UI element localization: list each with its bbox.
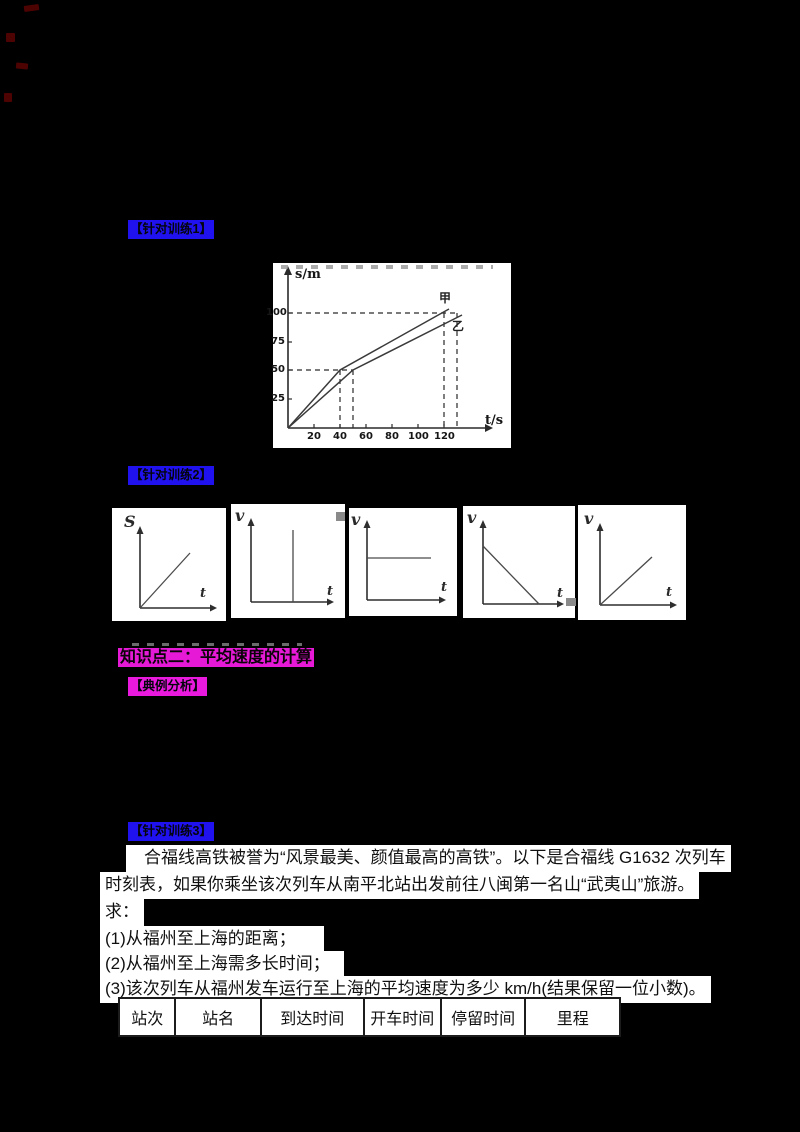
- problem-text-line1: 合福线高铁被誉为“风景最美、颜值最高的高铁”。以下是合福线 G1632 次列车: [126, 845, 731, 872]
- x-tick: 60: [359, 431, 373, 442]
- scan-artifact: [566, 598, 576, 606]
- timetable: 站次 站名 到达时间 开车时间 停留时间 里程: [117, 997, 621, 1037]
- col-header-station-name: 站名: [174, 997, 262, 1037]
- mini-y-label: v: [467, 508, 477, 527]
- scan-mark: [15, 62, 29, 70]
- curve-label-jia: 甲: [439, 291, 452, 305]
- col-header-departure-time: 开车时间: [362, 997, 442, 1037]
- mini-x-label: t: [327, 584, 334, 599]
- option-graph-3: v t: [349, 508, 457, 616]
- mini-y-label: v: [235, 506, 245, 525]
- x-tick: 80: [385, 431, 399, 442]
- col-header-mileage: 里程: [524, 997, 621, 1037]
- problem-text-line3: 求：: [100, 899, 144, 926]
- mini-x-label: t: [441, 580, 448, 595]
- cutoff-text-remnant: [132, 643, 302, 646]
- problem-question-2: (2)从福州至上海需多长时间；: [100, 951, 344, 978]
- scan-artifact: [336, 512, 345, 521]
- knowledge-point-heading: 知识点二：平均速度的计算: [118, 648, 315, 667]
- scan-mark: [4, 93, 12, 102]
- x-tick: 100: [408, 431, 429, 442]
- mini-x-label: t: [200, 586, 207, 601]
- option-graph-1: S t: [112, 508, 226, 621]
- mini-y-label: v: [351, 510, 361, 529]
- scan-mark: [6, 33, 15, 42]
- option-graph-2: v t: [231, 504, 345, 618]
- distance-time-chart: s/m t/s 20 40 60 80 100 120 25 50 75 100…: [266, 263, 511, 448]
- y-tick: 25: [271, 393, 285, 404]
- distance-time-chart-plot: [284, 266, 493, 432]
- section-tag-training1: 【针对训练1】: [128, 220, 214, 239]
- timetable-header-row: 站次 站名 到达时间 开车时间 停留时间 里程: [117, 997, 621, 1037]
- option-graph-5: v t: [578, 505, 686, 620]
- col-header-arrival-time: 到达时间: [259, 997, 365, 1037]
- y-tick: 75: [271, 336, 285, 347]
- option-graph-4: v t: [463, 506, 575, 618]
- mini-y-label: v: [584, 509, 594, 528]
- col-header-stop-time: 停留时间: [439, 997, 527, 1037]
- cutoff-text-remnant: [281, 265, 493, 269]
- y-axis-label: s/m: [295, 267, 321, 282]
- section-tag-training3: 【针对训练3】: [128, 822, 214, 841]
- mini-x-label: t: [666, 585, 673, 600]
- section-tag-example: 【典例分析】: [128, 677, 208, 696]
- x-axis-label: t/s: [485, 413, 504, 428]
- mini-x-label: t: [557, 586, 564, 601]
- problem-text-line2: 时刻表，如果你乘坐该次列车从南平北站出发前往八闽第一名山“武夷山”旅游。: [100, 872, 700, 899]
- y-tick: 50: [271, 364, 285, 375]
- mini-y-label: S: [124, 512, 136, 531]
- y-tick: 100: [266, 307, 287, 318]
- problem-question-1: (1)从福州至上海的距离；: [100, 926, 324, 953]
- section-tag-training2: 【针对训练2】: [128, 466, 214, 485]
- x-tick: 40: [333, 431, 347, 442]
- col-header-station-number: 站次: [117, 997, 177, 1037]
- curve-label-yi: 乙: [452, 319, 465, 333]
- x-tick: 120: [434, 431, 455, 442]
- x-tick: 20: [307, 431, 321, 442]
- scan-mark: [23, 3, 40, 13]
